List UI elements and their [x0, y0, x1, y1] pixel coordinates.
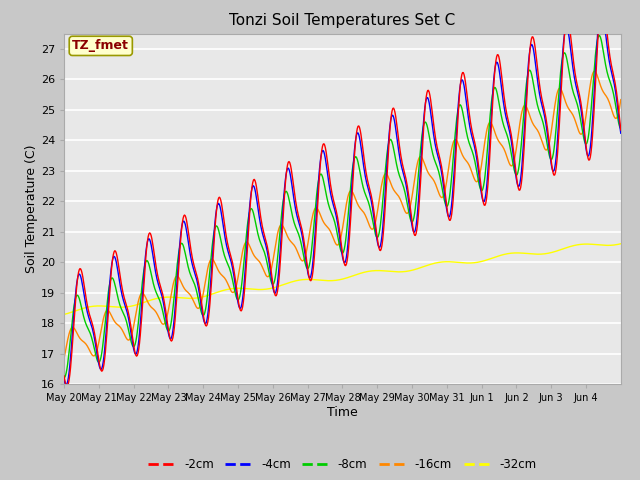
Legend: -2cm, -4cm, -8cm, -16cm, -32cm: -2cm, -4cm, -8cm, -16cm, -32cm — [144, 454, 541, 476]
Title: Tonzi Soil Temperatures Set C: Tonzi Soil Temperatures Set C — [229, 13, 456, 28]
Text: TZ_fmet: TZ_fmet — [72, 39, 129, 52]
X-axis label: Time: Time — [327, 406, 358, 419]
Y-axis label: Soil Temperature (C): Soil Temperature (C) — [25, 144, 38, 273]
